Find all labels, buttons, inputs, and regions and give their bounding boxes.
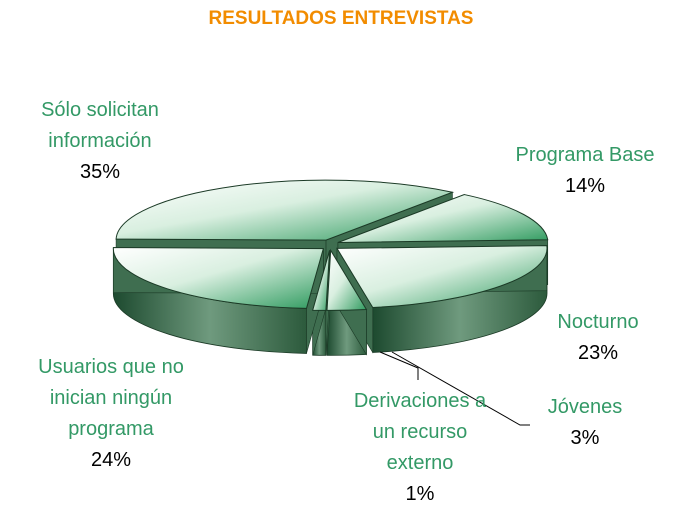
value-label: 14% xyxy=(564,175,606,197)
slice-label-group: Nocturno 23% xyxy=(538,307,658,369)
slice-label-group: Derivaciones a un recurso externo 1% xyxy=(345,386,495,510)
chart-title: RESULTADOS ENTREVISTAS xyxy=(208,8,474,29)
pie-slice xyxy=(112,247,324,309)
pie-slice xyxy=(336,245,548,309)
pie-slice xyxy=(312,250,331,311)
slice-label-group: Sólo solicitan información 35% xyxy=(15,95,185,188)
value-label: 3% xyxy=(570,427,600,449)
slice-label: Jóvenes xyxy=(547,396,623,418)
value-label: 23% xyxy=(577,342,619,364)
slice-label-group: Programa Base 14% xyxy=(485,140,682,202)
slice-label: Sólo solicitan información xyxy=(41,99,159,152)
leader-line xyxy=(379,351,419,380)
leader-line xyxy=(391,351,530,426)
slice-label-group: Usuarios que no inician ningún programa 2… xyxy=(27,352,195,476)
pie-slice xyxy=(337,194,549,243)
value-label: 35% xyxy=(79,161,121,183)
slice-label-group: Jóvenes 3% xyxy=(535,392,635,454)
value-label: 1% xyxy=(405,483,435,505)
slice-label: Nocturno xyxy=(557,311,639,333)
slice-label: Programa Base xyxy=(515,144,655,166)
slice-label: Derivaciones a un recurso externo xyxy=(353,390,487,474)
slice-tops xyxy=(112,179,549,311)
value-label: 24% xyxy=(90,449,132,471)
pie-slice xyxy=(115,179,455,241)
slice-label: Usuarios que no inician ningún programa xyxy=(38,356,184,440)
pie-slice xyxy=(326,248,368,311)
